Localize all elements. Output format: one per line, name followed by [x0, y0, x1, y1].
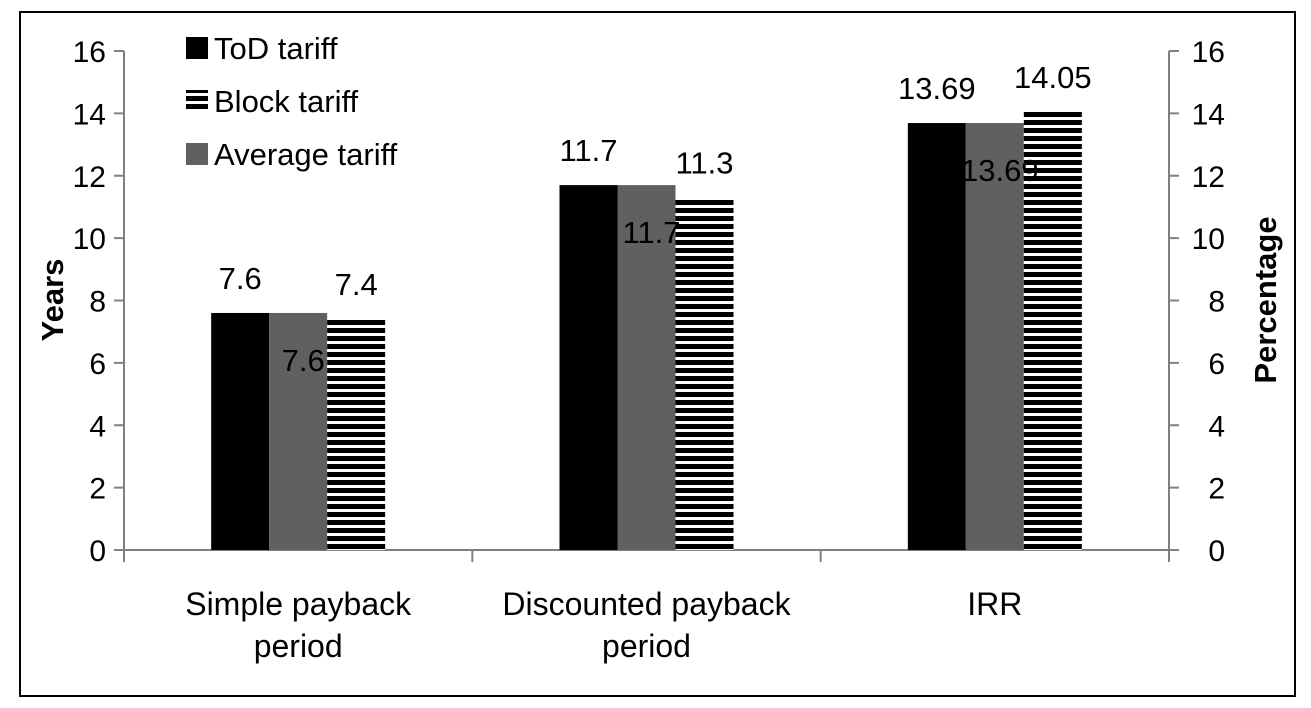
axes: 0 0 2 2 4 4 6 6 8 8 10 10 12 12 14 14 16 16 Simple payback…: [73, 36, 1225, 664]
bar-2-1: [269, 312, 328, 550]
bar-1-1: [211, 312, 270, 550]
legend-label: Block tariff: [214, 84, 359, 119]
data-label: 11.7: [559, 133, 617, 168]
legend-label: ToD tariff: [214, 31, 338, 66]
data-label: 7.6: [282, 343, 325, 378]
y-tick-label: 4: [89, 410, 106, 443]
y2-tick-label: 14: [1192, 98, 1225, 131]
y2-tick-label: 10: [1192, 223, 1225, 256]
legend-swatch: [186, 90, 208, 112]
y2-tick-label: 4: [1208, 410, 1225, 443]
y-tick-label: 2: [89, 473, 106, 506]
y2-tick-label: 2: [1208, 473, 1225, 506]
y-axis-title: Years: [35, 259, 70, 342]
data-label: 7.4: [335, 267, 378, 302]
y2-tick-label: 12: [1192, 161, 1225, 194]
data-label: 11.7: [622, 215, 680, 250]
bar-3-2: [675, 197, 734, 551]
data-label: 14.05: [1014, 60, 1092, 95]
data-label: 7.6: [219, 261, 262, 296]
bars: [211, 111, 1082, 551]
legend: ToD tariff Block tariff Average tariff: [186, 31, 398, 172]
y-tick-label: 0: [89, 535, 106, 568]
legend-label: Average tariff: [214, 137, 398, 172]
y-tick-label: 6: [89, 348, 106, 381]
legend-swatch: [186, 143, 208, 165]
legend-swatch: [186, 37, 208, 59]
bar-2-2: [617, 185, 676, 550]
data-label: 13.69: [898, 71, 976, 106]
x-category-label: IRR: [967, 586, 1022, 622]
y-tick-label: 10: [73, 223, 106, 256]
data-labels: 7.6 11.7 13.69 7.6 11.7 13.69 7.4 11.3 14.05: [219, 60, 1092, 378]
data-label: 13.69: [961, 153, 1039, 188]
y-tick-label: 8: [89, 286, 106, 319]
x-category-label: Discounted payback period: [502, 586, 791, 664]
y-tick-label: 14: [73, 98, 106, 131]
y2-tick-label: 16: [1192, 36, 1225, 69]
y2-axis-title: Percentage: [1248, 216, 1283, 383]
data-label: 11.3: [675, 146, 733, 181]
bar-2-3: [965, 123, 1024, 550]
y2-tick-label: 8: [1208, 286, 1225, 319]
bar-3-1: [327, 319, 386, 550]
bar-3-3: [1023, 111, 1082, 551]
x-category-label: Simple payback period: [185, 586, 412, 664]
y-tick-label: 12: [73, 161, 106, 194]
y2-tick-label: 0: [1208, 535, 1225, 568]
y2-tick-label: 6: [1208, 348, 1225, 381]
bar-1-2: [559, 185, 618, 550]
bar-1-3: [907, 123, 966, 550]
y-tick-label: 16: [73, 36, 106, 69]
